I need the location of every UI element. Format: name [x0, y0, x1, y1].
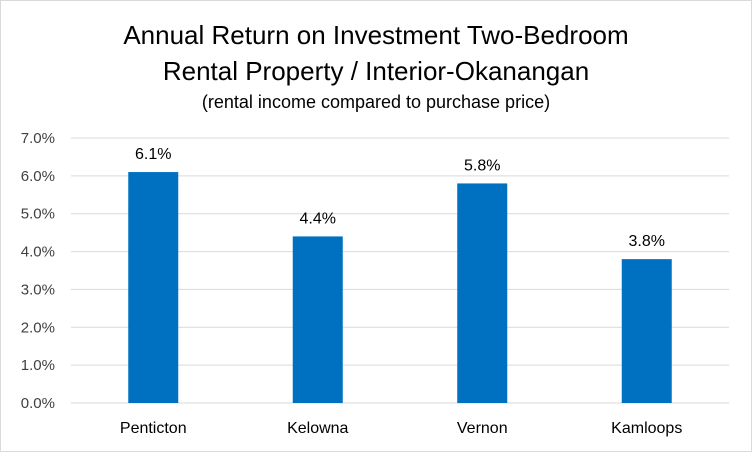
category-label: Kamloops [611, 420, 682, 437]
y-tick-label: 3.0% [21, 281, 55, 298]
chart-subtitle: (rental income compared to purchase pric… [201, 92, 551, 112]
y-tick-label: 4.0% [21, 244, 55, 261]
y-tick-label: 5.0% [21, 206, 55, 223]
data-label: 6.1% [135, 146, 171, 163]
bar [621, 259, 672, 403]
y-tick-label: 6.0% [21, 168, 55, 185]
y-tick-label: 2.0% [21, 319, 55, 336]
data-label: 3.8% [629, 233, 665, 250]
category-label: Vernon [457, 420, 508, 437]
chart-title-line2: Rental Property / Interior-Okanangan [162, 56, 590, 86]
y-tick-label: 7.0% [21, 130, 55, 147]
bar [292, 236, 343, 403]
y-tick-label: 1.0% [21, 357, 55, 374]
category-label: Kelowna [287, 420, 348, 437]
data-label: 4.4% [300, 210, 336, 227]
y-tick-label: 0.0% [21, 395, 55, 412]
chart-title: Annual Return on Investment Two-Bedroom [123, 20, 629, 50]
bar [457, 183, 508, 403]
category-label: Penticton [120, 420, 187, 437]
bar [128, 172, 179, 403]
data-label: 5.8% [464, 157, 500, 174]
